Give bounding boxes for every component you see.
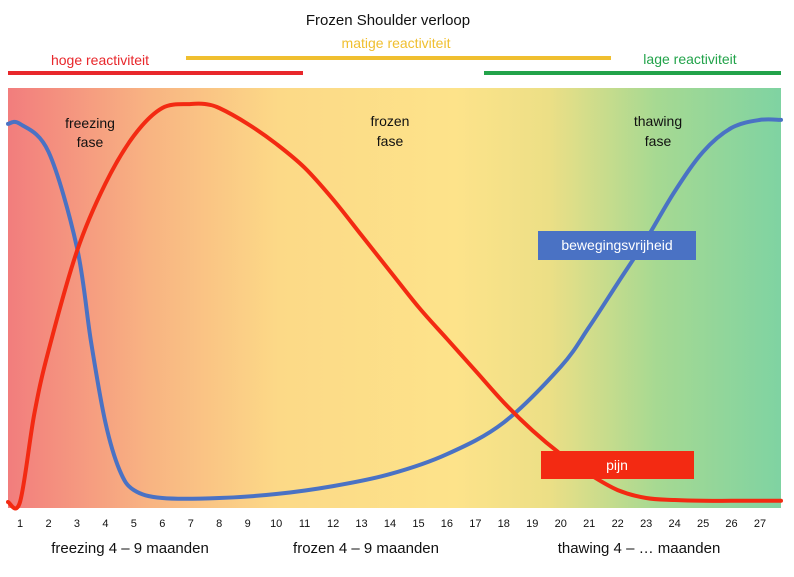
- pain-legend-box: [541, 451, 694, 479]
- frozen-phase-label-line2: fase: [377, 133, 404, 149]
- month-tick-label: 10: [270, 518, 282, 530]
- frozen-duration: frozen 4 – 9 maanden: [293, 540, 439, 557]
- month-tick-label: 3: [74, 518, 80, 530]
- month-tick-label: 16: [441, 518, 453, 530]
- plot-background: [8, 88, 781, 508]
- month-tick-label: 14: [384, 518, 396, 530]
- series-line-bewegingsvrijheid: [6, 117, 783, 501]
- freezing-phase-label-line1: freezing: [65, 115, 115, 131]
- high-reactivity-bar: [8, 71, 303, 75]
- thawing-duration: thawing 4 – … maanden: [558, 540, 721, 557]
- pain-legend-label: pijn: [606, 457, 628, 473]
- thawing-phase-label-line1: thawing: [634, 113, 682, 129]
- month-tick-label: 18: [498, 518, 510, 530]
- mobility-legend-label: bewegingsvrijheid: [561, 237, 672, 253]
- mobility-legend-box: [538, 231, 696, 260]
- high-reactivity-label: hoge reactiviteit: [51, 52, 149, 68]
- month-tick-label: 19: [526, 518, 538, 530]
- month-tick-label: 21: [583, 518, 595, 530]
- month-tick-label: 7: [188, 518, 194, 530]
- month-tick-label: 2: [45, 518, 51, 530]
- freezing-phase-label-line2: fase: [77, 134, 104, 150]
- month-tick-label: 26: [725, 518, 737, 530]
- moderate-reactivity-label: matige reactiviteit: [342, 35, 451, 51]
- month-tick-label: 8: [216, 518, 222, 530]
- low-reactivity-bar: [484, 71, 781, 75]
- month-tick-label: 17: [469, 518, 481, 530]
- month-tick-label: 5: [131, 518, 137, 530]
- month-tick-label: 23: [640, 518, 652, 530]
- thawing-phase-label-line2: fase: [645, 133, 672, 149]
- month-ticks: 1 2 3 4 5 6 7 8 9 10 11 12 13 14 15 16 17 18 19 20 21 22 23 24 2…: [17, 518, 766, 530]
- month-tick-label: 11: [299, 518, 310, 530]
- moderate-reactivity-bar: [186, 56, 611, 60]
- series-layer: [6, 101, 783, 511]
- month-tick-label: 20: [555, 518, 567, 530]
- month-tick-label: 27: [754, 518, 766, 530]
- diagram-title: Frozen Shoulder verloop: [306, 12, 470, 29]
- month-tick-label: 6: [159, 518, 165, 530]
- month-tick-label: 12: [327, 518, 339, 530]
- month-tick-label: 25: [697, 518, 709, 530]
- month-tick-label: 24: [668, 518, 680, 530]
- month-tick-label: 13: [355, 518, 367, 530]
- month-tick-label: 1: [17, 518, 23, 530]
- month-tick-label: 22: [612, 518, 624, 530]
- month-tick-label: 15: [412, 518, 424, 530]
- month-tick-label: 9: [245, 518, 251, 530]
- low-reactivity-label: lage reactiviteit: [643, 51, 736, 67]
- month-tick-label: 4: [102, 518, 108, 530]
- freezing-duration: freezing 4 – 9 maanden: [51, 540, 209, 557]
- frozen-phase-label-line1: frozen: [371, 113, 410, 129]
- series-line-pijn: [6, 101, 783, 511]
